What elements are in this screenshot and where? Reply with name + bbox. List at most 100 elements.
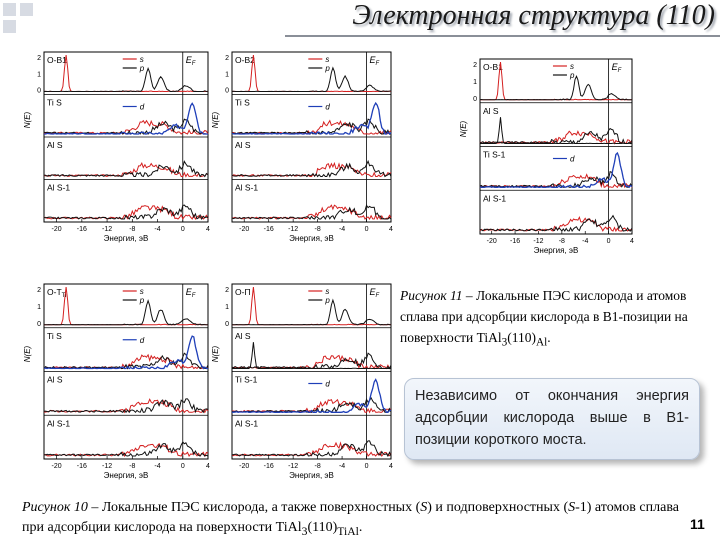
row-label: O-B1 <box>47 55 67 65</box>
x-tick-label: -8 <box>314 226 320 233</box>
x-tick-label: 0 <box>181 226 185 233</box>
dos-curve <box>43 160 209 178</box>
legend-label: p <box>324 64 330 73</box>
dos-panel-o-b2: EF 2 1 0 N(E) -20 -16 -12 -8 -4 0 4 Энергия, эВ O-B2 T… <box>210 48 395 248</box>
legend-label: d <box>325 380 330 389</box>
x-tick-label: 4 <box>206 463 210 470</box>
figure-10-caption-sub3: 3 <box>301 524 308 538</box>
row-label: Al S <box>47 375 63 385</box>
fermi-label-sub: F <box>618 68 622 74</box>
x-tick-label: -16 <box>77 463 87 470</box>
fermi-label: EF <box>186 287 196 299</box>
x-tick-label: 4 <box>389 463 393 470</box>
dos-curve <box>44 286 208 326</box>
row-label: Al S-1 <box>483 193 506 203</box>
y-axis-label: N(E) <box>23 111 32 128</box>
figure-11-caption-text: – Локальные ПЭС кислорода и атомов сплав… <box>400 288 688 345</box>
row-label: Al S <box>235 331 251 341</box>
legend-label: s <box>570 62 574 71</box>
figure-11-caption-end: . <box>547 330 551 345</box>
dos-curve <box>43 204 209 221</box>
figure-10-caption-end: . <box>358 520 363 535</box>
legend-label: d <box>570 155 575 164</box>
dos-curve <box>43 398 209 414</box>
dos-curve <box>43 442 209 458</box>
legend-label: d <box>140 336 145 345</box>
note-text: Независимо от окончания энергия адсорбци… <box>415 388 689 448</box>
x-tick-label: 4 <box>630 238 634 245</box>
figure-10-caption-subtial: TiAl <box>337 524 359 538</box>
legend-label: d <box>140 103 145 112</box>
figure-10-caption-text: – Локальные ПЭС кислорода, а также повер… <box>87 500 421 515</box>
dos-curve <box>231 396 392 414</box>
y-axis-label: N(E) <box>23 345 32 362</box>
legend-label: p <box>139 296 145 305</box>
fermi-label-sub: F <box>376 293 380 299</box>
x-tick-label: -4 <box>154 226 160 233</box>
decor-square <box>3 3 16 16</box>
title-underline <box>285 35 720 37</box>
x-tick-label: -4 <box>339 226 345 233</box>
dos-chart-1: EF 2 1 0 N(E) -20 -16 -12 -8 -4 0 4 Энергия, эВ O-B1 T… <box>23 51 210 243</box>
y-tick-label: 0 <box>37 321 41 328</box>
y-tick-label: 0 <box>225 88 229 95</box>
dos-chart-2: EF 2 1 0 N(E) -20 -16 -12 -8 -4 0 4 Энергия, эВ O-B2 T… <box>211 51 393 243</box>
x-tick-label: 4 <box>206 226 210 233</box>
fermi-label: EF <box>370 287 380 299</box>
figure-10-caption-mid: ) и подповерхностных ( <box>427 500 569 515</box>
dos-chart-4: EF 2 1 0 N(E) -20 -16 -12 -8 -4 0 4 Энергия, эВ O-TTi… <box>23 283 210 480</box>
row-label: Al S <box>235 140 251 150</box>
dos-curve <box>231 66 392 93</box>
decor-square <box>20 3 33 16</box>
dos-curve <box>479 75 633 101</box>
x-axis-label: Энергия, эВ <box>104 234 149 243</box>
dos-curve <box>231 440 392 458</box>
x-tick-label: -8 <box>314 463 320 470</box>
note-box: Независимо от окончания энергия адсорбци… <box>404 378 700 460</box>
row-label: Al S-1 <box>47 418 70 428</box>
legend-label: s <box>325 55 329 64</box>
decor-square <box>3 20 16 33</box>
dos-chart-5: EF 2 1 0 N(E) -20 -16 -12 -8 -4 0 4 Энергия, эВ O-П Al… <box>211 283 393 480</box>
dos-curve <box>480 117 633 145</box>
x-tick-label: -20 <box>487 238 497 245</box>
dos-panel-o-p: EF 2 1 0 N(E) -20 -16 -12 -8 -4 0 4 Энергия, эВ O-П Al… <box>210 280 395 485</box>
row-label: Al S-1 <box>235 183 258 193</box>
fermi-label: EF <box>370 55 380 67</box>
row-label: Al S-1 <box>47 183 70 193</box>
row-label: Ti S <box>47 98 62 108</box>
y-tick-label: 0 <box>37 88 41 95</box>
legend-label: s <box>140 287 144 296</box>
x-tick-label: 0 <box>365 463 369 470</box>
fermi-label-sub: F <box>192 293 196 299</box>
y-tick-label: 2 <box>37 55 41 62</box>
figure-10-caption-lead: Рисунок 10 <box>22 500 88 515</box>
x-tick-label: -4 <box>154 463 160 470</box>
dos-curve <box>479 130 633 145</box>
y-tick-label: 2 <box>37 287 41 294</box>
x-tick-label: -12 <box>533 238 543 245</box>
x-tick-label: -12 <box>288 463 298 470</box>
y-tick-label: 2 <box>225 287 229 294</box>
x-tick-label: -4 <box>339 463 345 470</box>
dos-curve <box>44 299 208 326</box>
figure-10-caption: Рисунок 10 – Локальные ПЭС кислорода, а … <box>22 498 692 542</box>
dos-chart-3: EF 2 1 0 N(E) -20 -16 -12 -8 -4 0 4 Энергия, эВ O-B1 A… <box>459 58 634 255</box>
y-axis-label: N(E) <box>211 345 220 362</box>
y-tick-label: 1 <box>225 71 229 78</box>
legend-label: p <box>569 71 575 80</box>
x-tick-label: -12 <box>102 226 112 233</box>
x-axis-label: Энергия, эВ <box>534 246 579 255</box>
dos-curve <box>43 352 209 370</box>
x-tick-label: -16 <box>264 226 274 233</box>
x-tick-label: -4 <box>582 238 588 245</box>
figure-10-caption-after: (110) <box>307 520 338 535</box>
x-tick-label: -16 <box>77 226 87 233</box>
x-tick-label: -20 <box>52 463 62 470</box>
dos-curve <box>43 335 208 370</box>
row-label-sub: Ti <box>62 293 67 299</box>
dos-curve <box>479 127 633 145</box>
dos-curve <box>232 342 391 370</box>
dos-curve <box>44 102 208 135</box>
x-axis-label: Энергия, эВ <box>289 234 334 243</box>
